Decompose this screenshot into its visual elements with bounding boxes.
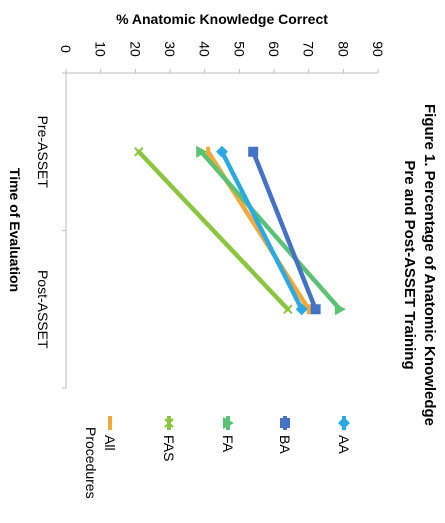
data-point-all-procedures-2: [306, 304, 311, 315]
chart-title-line-2: Pre and Post-ASSET Training: [401, 160, 418, 369]
data-point-ba-2: [310, 304, 321, 315]
data-point-fas-1: [134, 147, 144, 157]
y-axis-title: % Anatomic Knowledge Correct: [116, 11, 328, 27]
value-tick-label: 50: [231, 41, 247, 57]
legend-label-aa: AA: [336, 435, 352, 454]
data-point-fa-2: [334, 303, 346, 316]
legend-label-all-procedures-line-2: Procedures: [83, 427, 99, 499]
value-tick-label: 10: [93, 41, 109, 57]
data-point-aa-2: [295, 303, 308, 316]
legend-marker-fa: [223, 417, 234, 429]
data-point-fa-1: [196, 145, 208, 158]
legend-marker-aa: [338, 417, 350, 429]
series-line-ba: [250, 149, 318, 312]
series-line-fa: [198, 149, 343, 312]
legend-label-fa: FA: [220, 435, 236, 453]
chart-title-line-1: Figure 1. Percentage of Anatomic Knowled…: [421, 104, 438, 426]
category-tick-label: Pre-ASSET: [35, 116, 51, 189]
legend-label-all-procedures: All: [102, 435, 118, 451]
value-tick-label: 30: [162, 41, 178, 57]
data-point-ba-1: [248, 146, 259, 157]
legend-marker-fas: [164, 418, 174, 428]
data-point-all-procedures-1: [206, 146, 211, 157]
value-tick-label: 20: [127, 41, 143, 57]
value-tick-label: 90: [370, 41, 386, 57]
data-point-aa-1: [216, 145, 228, 158]
category-tick-label: Post-ASSET: [35, 270, 51, 349]
legend-label-fas: FAS: [161, 435, 177, 461]
value-tick-label: 60: [266, 41, 282, 57]
value-tick-label: 70: [301, 41, 317, 57]
x-axis-title: Time of Evaluation: [7, 168, 23, 292]
value-tick-label: 0: [58, 45, 74, 53]
value-tick-label: 40: [197, 41, 213, 57]
data-point-fas-2: [283, 304, 293, 314]
legend-marker-ba: [280, 418, 290, 428]
value-tick-label: 80: [335, 41, 351, 57]
series-line-fas: [136, 149, 291, 312]
plot-area: 0 10 20 30 40 50 60 70 80 90 Pre-ASSET Post-ASSET AA…: [35, 41, 386, 498]
legend-marker-all-procedures: [108, 418, 112, 428]
legend-label-ba: BA: [277, 435, 293, 454]
series-line-aa: [219, 149, 304, 312]
